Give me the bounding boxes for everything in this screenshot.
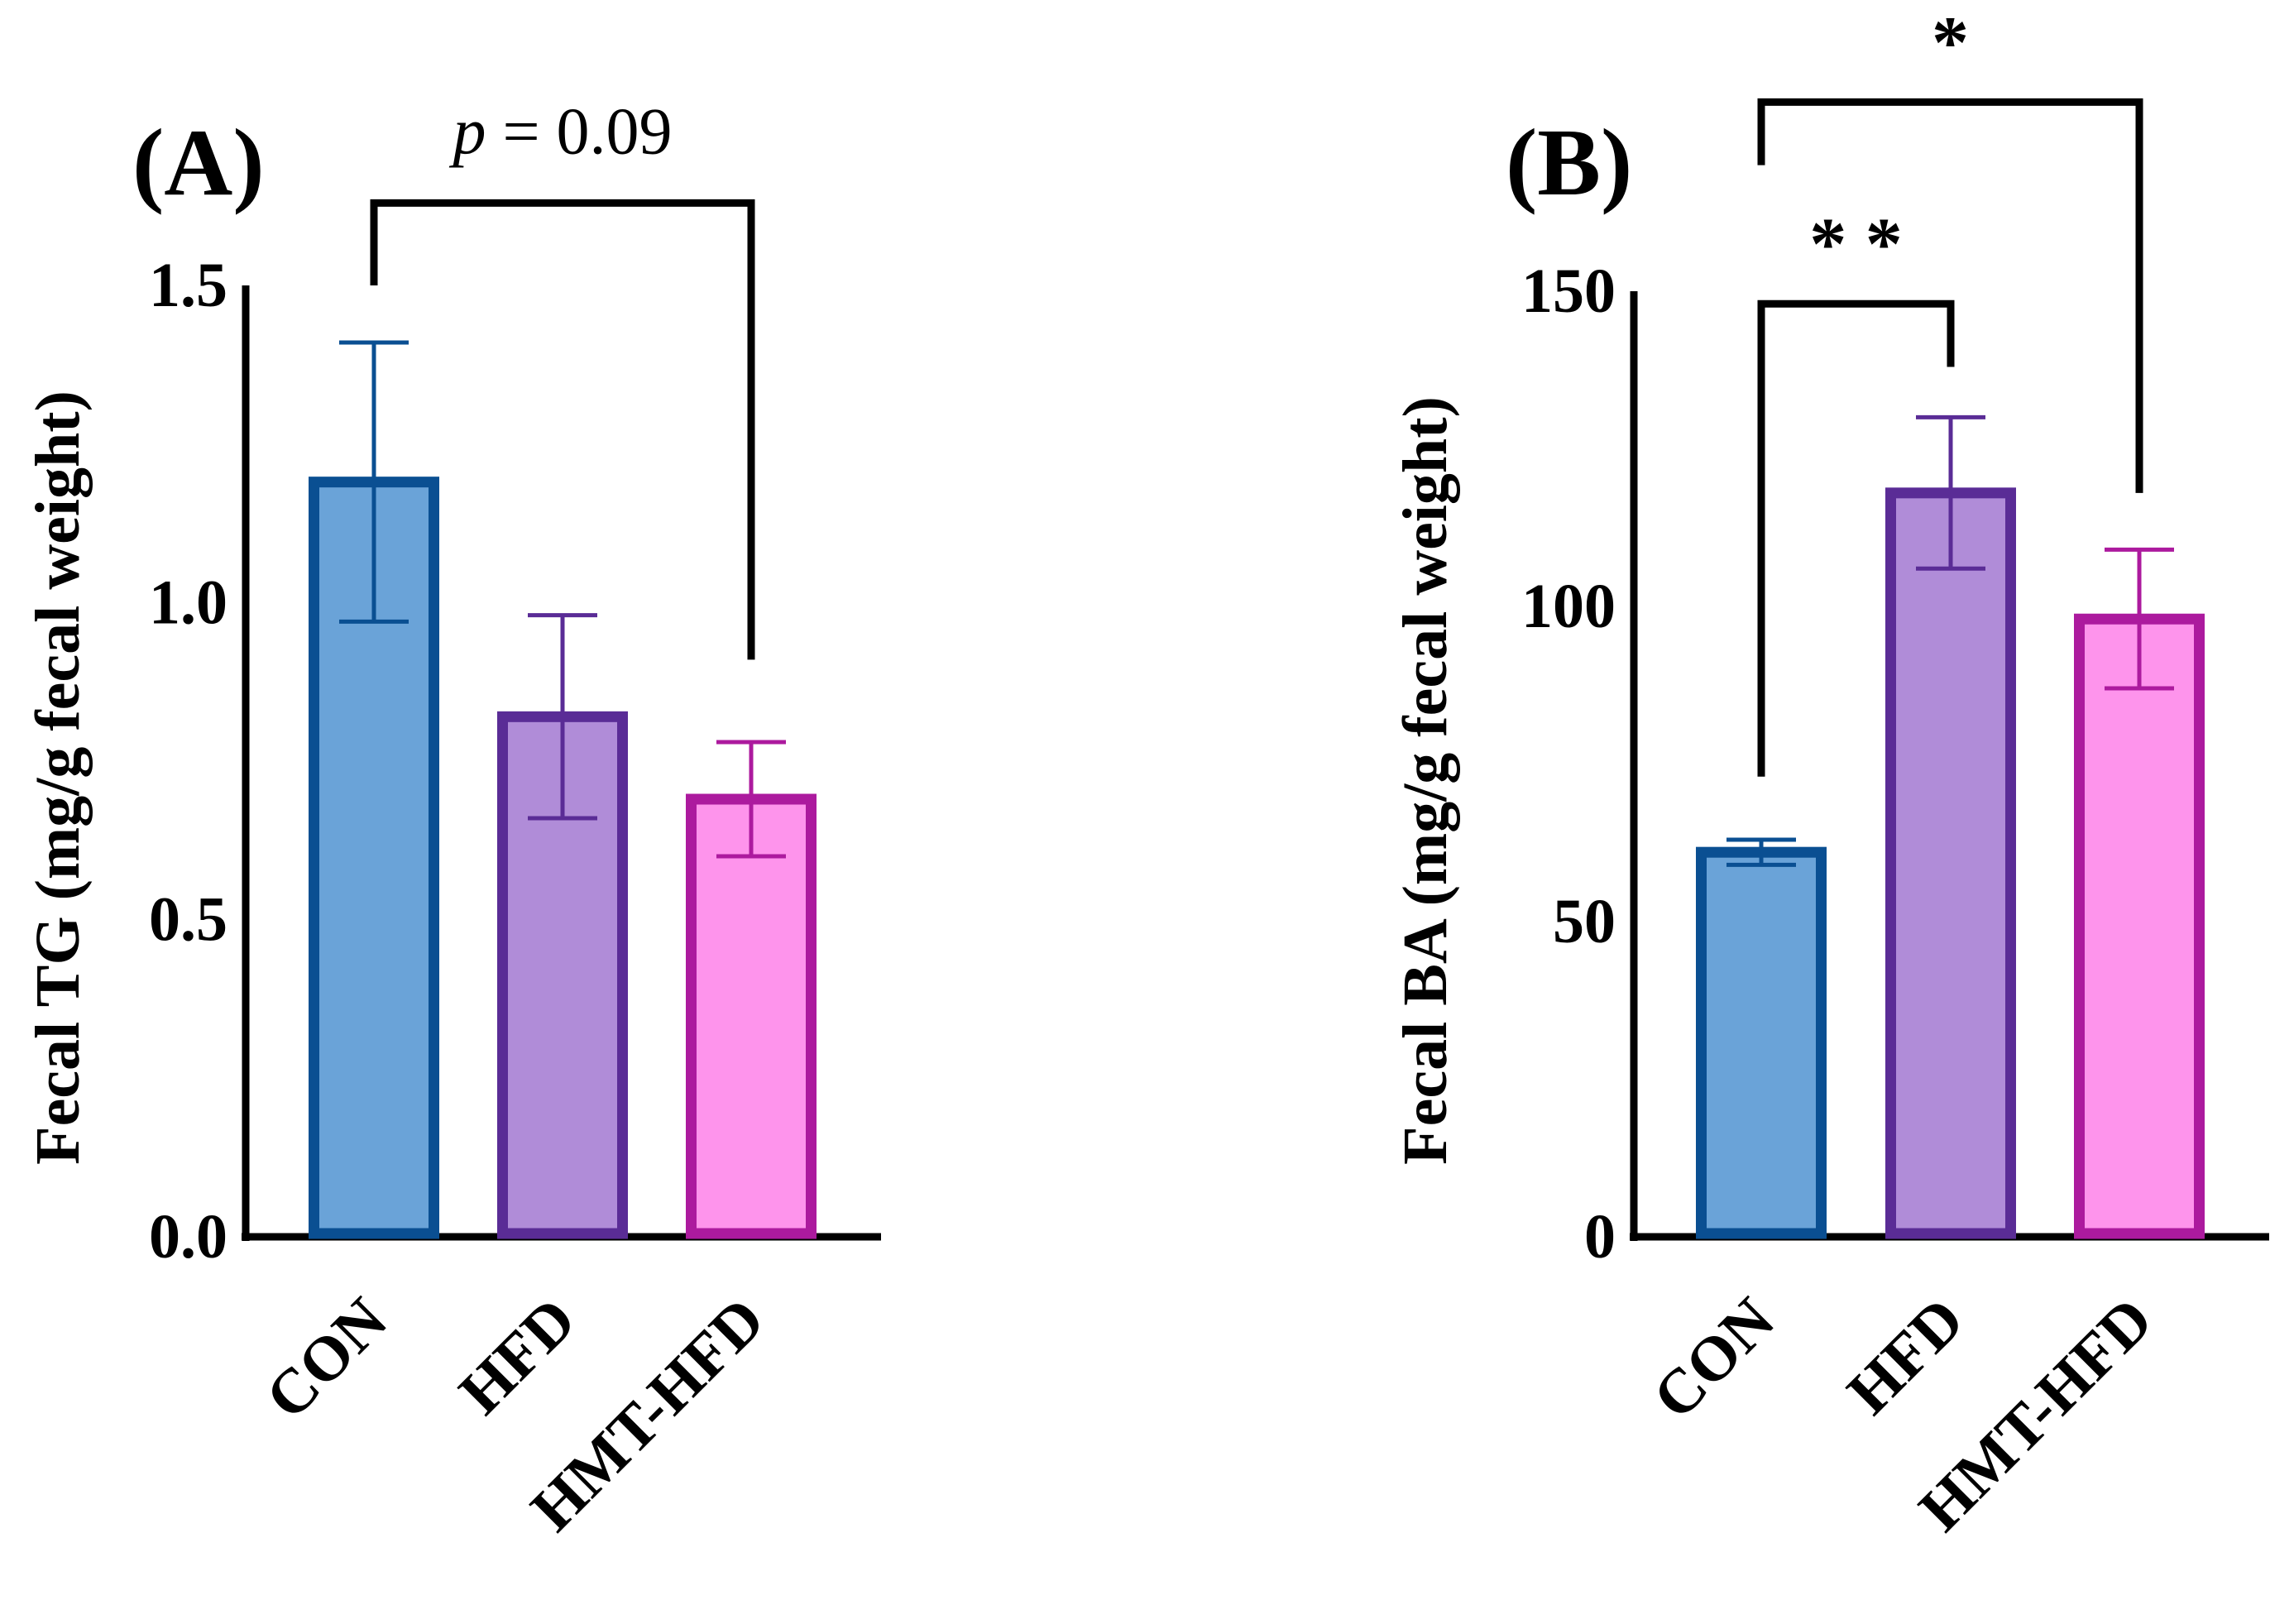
y-tick-label: 1.0 bbox=[149, 568, 227, 637]
panel-b: (B) 0 50 100 150 Fecal BA (mg/g fecal weight)… bbox=[1391, 2, 2269, 1545]
y-tick-label: 0.0 bbox=[149, 1202, 227, 1272]
p-symbol: p bbox=[448, 95, 486, 168]
significance-label: * bbox=[1932, 2, 1969, 84]
y-tick-label: 0 bbox=[1584, 1202, 1616, 1272]
y-tick-label: 150 bbox=[1521, 256, 1616, 326]
y-tick-label: 0.5 bbox=[149, 885, 227, 955]
significance-bracket bbox=[1757, 299, 1955, 777]
y-tick-label: 1.5 bbox=[149, 251, 227, 320]
p-value: = 0.09 bbox=[486, 95, 672, 168]
significance-label: * * bbox=[1809, 204, 1903, 285]
bar-hfd bbox=[1885, 487, 2016, 1239]
bar-con bbox=[1696, 846, 1827, 1239]
panel-label: (B) bbox=[1506, 110, 1632, 215]
significance-label: p = 0.09 bbox=[448, 95, 672, 168]
y-axis-title: Fecal BA (mg/g fecal weight) bbox=[1391, 396, 1460, 1165]
y-tick-label: 50 bbox=[1553, 887, 1616, 956]
x-tick-label: HFD bbox=[1834, 1285, 1977, 1428]
x-tick-label: CON bbox=[252, 1285, 400, 1433]
x-tick-label: HFD bbox=[446, 1285, 589, 1428]
bar-hmt-hfd bbox=[686, 793, 817, 1239]
significance-bracket bbox=[1757, 98, 2143, 493]
y-tick-label: 100 bbox=[1521, 572, 1616, 641]
bar-hmt-hfd bbox=[2074, 613, 2205, 1239]
x-tick-label: CON bbox=[1640, 1285, 1788, 1433]
panel-label: (A) bbox=[132, 110, 265, 215]
bar-hfd bbox=[497, 711, 628, 1239]
panel-a: (A) 0.0 0.5 1.0 1.5 Fecal TG (mg/g fecal weig… bbox=[23, 95, 881, 1545]
significance-bracket bbox=[370, 199, 755, 660]
y-axis-title: Fecal TG (mg/g fecal weight) bbox=[23, 390, 93, 1165]
